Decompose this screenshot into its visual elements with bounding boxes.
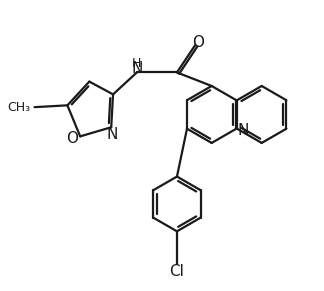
Text: N: N	[106, 127, 118, 142]
Text: Cl: Cl	[169, 264, 184, 279]
Text: O: O	[192, 35, 204, 50]
Text: CH₃: CH₃	[7, 101, 30, 114]
Text: N: N	[237, 123, 249, 138]
Text: N: N	[131, 61, 143, 76]
Text: O: O	[66, 131, 78, 146]
Text: H: H	[132, 57, 142, 70]
